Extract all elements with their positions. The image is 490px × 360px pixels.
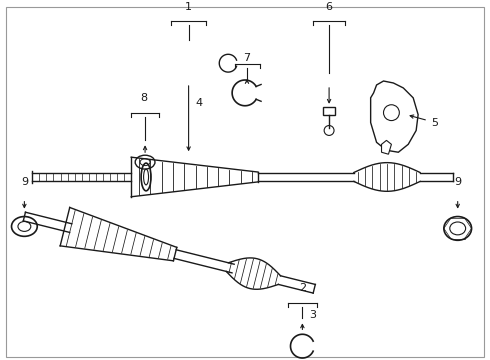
Text: 3: 3	[309, 310, 317, 320]
Text: 1: 1	[185, 2, 192, 12]
Text: 9: 9	[454, 177, 461, 187]
Text: 5: 5	[431, 118, 438, 127]
Text: 6: 6	[325, 2, 333, 12]
Text: 8: 8	[141, 93, 147, 103]
Text: 7: 7	[244, 53, 250, 63]
Text: 2: 2	[299, 283, 306, 293]
Polygon shape	[370, 81, 418, 152]
Polygon shape	[382, 140, 392, 154]
Text: 4: 4	[196, 98, 203, 108]
Text: 9: 9	[21, 177, 28, 187]
Circle shape	[384, 105, 399, 121]
Polygon shape	[323, 107, 335, 114]
